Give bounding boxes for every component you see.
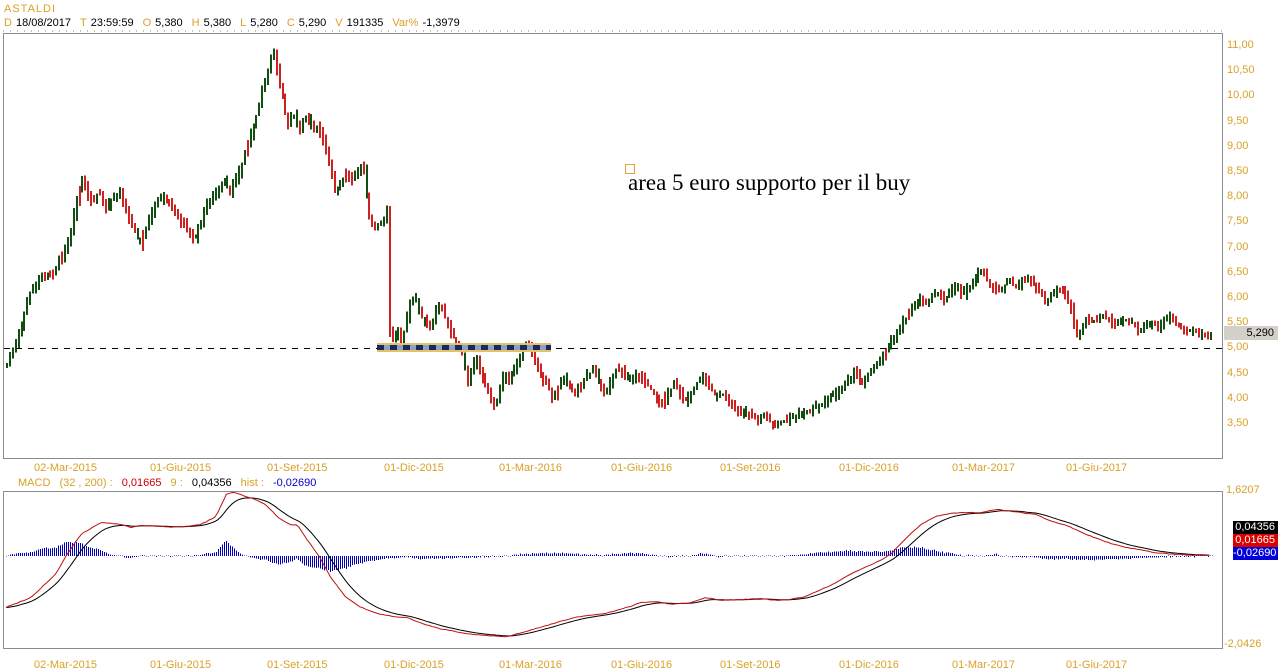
field-label-t: T bbox=[80, 17, 87, 29]
date-tick-label: 01-Giu-2017 bbox=[1066, 659, 1128, 671]
date-tick-label: 01-Giu-2017 bbox=[1066, 462, 1128, 474]
price-y-tick-label: 9,00 bbox=[1227, 139, 1249, 152]
macd-value: 0,01665 bbox=[121, 477, 162, 489]
date-tick-label: 01-Mar-2016 bbox=[499, 659, 562, 671]
macd-series[interactable] bbox=[4, 492, 1222, 648]
date-tick-label: 02-Mar-2015 bbox=[34, 659, 97, 671]
date-tick-label: 01-Dic-2015 bbox=[384, 462, 444, 474]
symbol-title: ASTALDI bbox=[4, 3, 57, 15]
price-y-tick-label: 4,50 bbox=[1227, 366, 1249, 379]
date-tick-label: 01-Set-2016 bbox=[720, 462, 781, 474]
date-tick-label: 01-Mar-2017 bbox=[952, 659, 1015, 671]
price-y-tick-label: 8,50 bbox=[1227, 165, 1249, 177]
last-price-tag: 5,290 bbox=[1224, 326, 1278, 340]
field-label-var: Var% bbox=[392, 17, 419, 29]
field-label-d: D bbox=[4, 17, 12, 29]
annotation-text[interactable]: area 5 euro supporto per il buy bbox=[628, 170, 911, 195]
date-tick-label: 01-Giu-2016 bbox=[611, 462, 673, 474]
price-y-tick-label: 10,00 bbox=[1227, 89, 1255, 102]
macd-name-label: MACD bbox=[18, 477, 51, 489]
field-value: 5,290 bbox=[298, 17, 327, 29]
price-y-tick-label: 4,00 bbox=[1227, 391, 1249, 404]
field-label-c: C bbox=[286, 17, 295, 29]
macd-signal-value-tag: 0,04356 bbox=[1233, 521, 1278, 534]
macd-signal-value: 0,04356 bbox=[191, 477, 232, 489]
date-tick-label: 01-Set-2015 bbox=[267, 462, 328, 474]
date-tick-label: 01-Giu-2016 bbox=[611, 659, 673, 671]
date-tick-label: 01-Giu-2015 bbox=[150, 659, 212, 671]
price-y-tick-label: 5,00 bbox=[1227, 341, 1249, 354]
macd-hist-label: hist : bbox=[240, 477, 264, 489]
date-tick-label: 01-Mar-2017 bbox=[952, 462, 1015, 474]
macd-line-value-tag: 0,01665 bbox=[1233, 534, 1278, 547]
date-tick-label: 02-Mar-2015 bbox=[34, 462, 97, 474]
date-tick-label: 01-Dic-2016 bbox=[839, 659, 899, 671]
price-y-tick-label: 10,50 bbox=[1227, 64, 1255, 77]
date-tick-label: 01-Mar-2016 bbox=[499, 462, 562, 474]
ohlc-readout-row: D 18/08/2017 T 23:59:59 O 5,380 H 5,380 L 5,280 C 5… bbox=[4, 17, 460, 29]
field-value: 5,380 bbox=[155, 17, 183, 29]
date-tick-label: 01-Dic-2016 bbox=[839, 462, 899, 474]
support-dashed-line[interactable] bbox=[4, 348, 1222, 349]
price-y-tick-label: 7,50 bbox=[1227, 215, 1249, 228]
macd-header: MACD (32 , 200) : 0,01665 9 : 0,04356 hi… bbox=[18, 477, 322, 489]
price-y-tick-label: 7,00 bbox=[1227, 240, 1249, 253]
date-tick-label: 01-Giu-2015 bbox=[150, 462, 212, 474]
macd-y-max-label: 1,6207 bbox=[1226, 484, 1260, 496]
macd-indicator-panel[interactable] bbox=[3, 491, 1223, 649]
price-y-tick-label: 11,00 bbox=[1227, 39, 1254, 51]
top-minor-ticks bbox=[3, 30, 1222, 32]
price-y-tick-label: 6,00 bbox=[1227, 291, 1249, 303]
field-label-l: L bbox=[240, 17, 247, 29]
price-y-tick-label: 9,50 bbox=[1227, 114, 1249, 127]
field-value: 191335 bbox=[346, 17, 384, 29]
field-value: 18/08/2017 bbox=[15, 17, 72, 29]
price-y-tick-label: 5,50 bbox=[1227, 316, 1249, 329]
field-label-v: V bbox=[335, 17, 343, 29]
date-tick-label: 01-Dic-2015 bbox=[384, 659, 444, 671]
macd-signal-period-label: 9 : bbox=[170, 477, 183, 489]
macd-params-label: (32 , 200) : bbox=[59, 477, 113, 489]
macd-hist-value-tag: -0,02690 bbox=[1233, 547, 1278, 560]
field-value: 5,380 bbox=[203, 17, 232, 29]
price-y-tick-label: 8,00 bbox=[1227, 190, 1249, 203]
field-value: 23:59:59 bbox=[90, 17, 134, 29]
field-label-h: H bbox=[191, 17, 200, 29]
macd-hist-value: -0,02690 bbox=[272, 477, 317, 489]
field-value: 5,280 bbox=[250, 17, 278, 29]
annotation-anchor-square[interactable] bbox=[625, 164, 635, 174]
field-label-o: O bbox=[142, 17, 152, 29]
price-chart-panel[interactable] bbox=[3, 33, 1223, 459]
date-tick-label: 01-Set-2016 bbox=[720, 659, 781, 671]
support-zone-drawing[interactable] bbox=[377, 343, 551, 352]
field-value: -1,3979 bbox=[422, 17, 460, 29]
macd-y-min-label: -2,0426 bbox=[1224, 638, 1262, 650]
price-y-tick-label: 3,50 bbox=[1227, 417, 1249, 429]
date-tick-label: 01-Set-2015 bbox=[267, 659, 328, 671]
price-y-tick-label: 6,50 bbox=[1227, 265, 1249, 278]
candlestick-series[interactable] bbox=[4, 34, 1222, 458]
